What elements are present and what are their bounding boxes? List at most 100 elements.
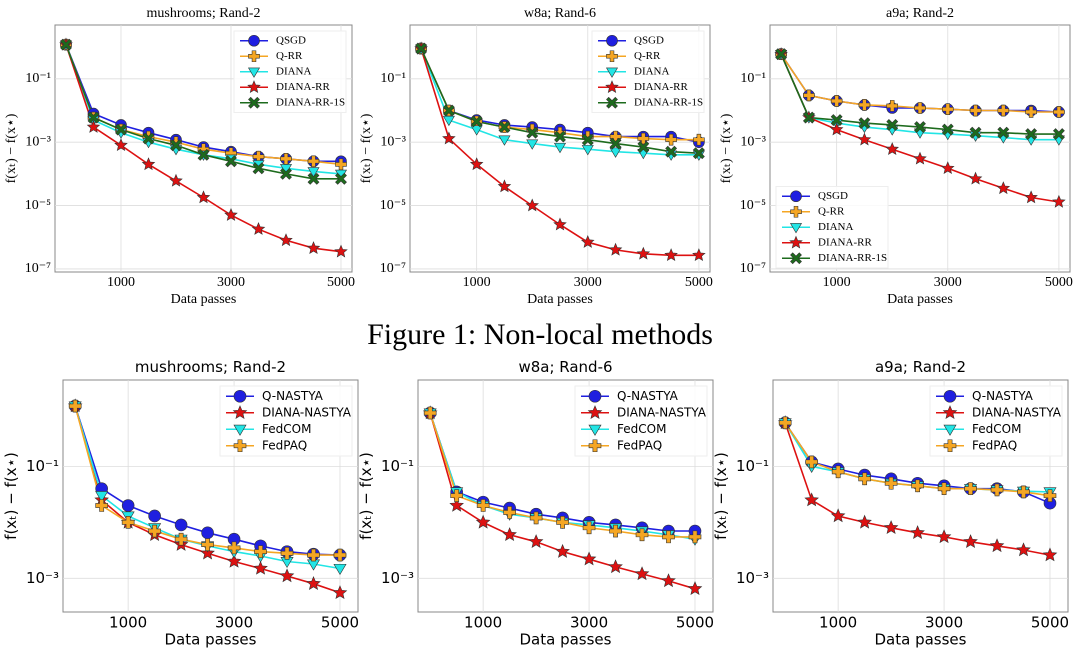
marker: [1052, 194, 1066, 208]
marker: [830, 508, 846, 523]
marker: [306, 576, 321, 590]
marker: [174, 532, 188, 546]
marker: [989, 538, 1005, 553]
marker: [470, 115, 483, 128]
legend-label: DIANA-NASTYA: [617, 405, 707, 419]
marker: [528, 534, 544, 548]
marker: [553, 217, 567, 231]
marker: [662, 530, 675, 544]
legend-label: Q-RR: [634, 50, 661, 62]
marker: [95, 491, 109, 503]
marker: [442, 115, 455, 127]
subplot: 10⁻¹ 10⁻³ 10⁻⁵ 10⁻⁷ 1000 3000 5000 a9a; Rand-2 D…: [719, 6, 1073, 307]
marker: [608, 242, 623, 256]
x-tick-label: 1000: [109, 614, 147, 632]
marker: [307, 167, 320, 178]
marker: [937, 482, 951, 495]
legend-marker: [233, 389, 247, 403]
marker: [148, 509, 161, 523]
marker: [169, 173, 183, 187]
x-tick-label: 3000: [215, 614, 253, 632]
subplot: 10⁻¹ 10⁻³ 10⁻⁵ 10⁻⁷ 1000 3000 5000 w8a; Rand-6 D…: [359, 6, 713, 307]
marker: [201, 526, 214, 540]
legend: Q-NASTYA DIANA-NASTYA FedCOM FedPAQ: [219, 385, 353, 457]
marker: [581, 133, 594, 146]
legend-marker: [790, 252, 802, 265]
marker: [87, 111, 100, 124]
x-tick-label: 5000: [676, 614, 714, 632]
y-tick-label: 10⁻⁵: [380, 198, 406, 213]
marker: [502, 527, 517, 541]
x-tick-label: 5000: [327, 275, 355, 290]
marker: [805, 455, 818, 469]
marker: [555, 543, 570, 558]
marker: [475, 514, 491, 529]
marker: [423, 406, 437, 420]
marker: [335, 172, 347, 185]
marker: [968, 171, 983, 185]
marker: [476, 499, 490, 512]
marker: [830, 95, 843, 107]
marker: [634, 566, 650, 581]
marker: [332, 585, 348, 600]
chart-title: w8a; Rand-6: [518, 358, 612, 376]
marker: [197, 148, 210, 161]
legend-marker: [789, 235, 803, 249]
marker: [1025, 128, 1038, 141]
marker: [688, 530, 702, 544]
marker: [224, 207, 238, 221]
marker: [581, 235, 595, 248]
marker: [665, 133, 677, 146]
marker: [582, 521, 596, 535]
marker: [121, 499, 135, 512]
x-tick-label: 5000: [685, 275, 713, 290]
y-tick-label: 10⁻³: [26, 569, 59, 587]
marker: [525, 198, 539, 212]
marker: [990, 483, 1004, 497]
legend-marker: [588, 424, 602, 436]
marker: [174, 518, 188, 532]
marker: [503, 506, 516, 519]
legend-marker: [606, 50, 618, 63]
legend-marker: [790, 205, 802, 218]
marker: [910, 525, 925, 540]
y-tick-label: 10⁻⁷: [380, 261, 406, 276]
series-layer: [774, 47, 1066, 208]
x-tick-label: 1000: [107, 275, 135, 290]
y-tick-label: 10⁻¹: [25, 71, 51, 86]
marker: [997, 126, 1010, 139]
marker: [831, 465, 845, 479]
marker: [115, 123, 127, 136]
legend-marker: [233, 439, 247, 453]
y-axis-label: f(xₜ) − f(x⋆): [712, 452, 730, 540]
legend-marker: [942, 405, 958, 419]
marker: [333, 548, 347, 562]
marker: [858, 99, 871, 111]
x-tick-label: 1000: [464, 614, 502, 632]
marker: [170, 139, 182, 152]
legend-label: DIANA-RR-1S: [276, 96, 345, 108]
marker: [804, 492, 819, 507]
marker: [692, 147, 705, 160]
marker: [858, 117, 871, 130]
legend-marker: [247, 67, 261, 78]
marker: [665, 145, 678, 158]
marker: [884, 476, 898, 490]
marker: [554, 130, 566, 143]
legend-marker: [606, 34, 618, 47]
y-tick-label: 10⁻³: [25, 134, 51, 149]
y-axis-label: f(xₜ) − f(x⋆): [357, 452, 375, 540]
x-axis-label: Data passes: [171, 292, 237, 307]
marker: [449, 497, 464, 512]
marker: [307, 548, 320, 562]
legend-label: FedPAQ: [617, 438, 662, 452]
marker: [1017, 485, 1030, 499]
marker: [1042, 547, 1058, 562]
legend-label: FedPAQ: [972, 438, 1017, 452]
y-tick-label: 10⁻⁵: [740, 198, 766, 213]
legend: Q-NASTYA DIANA-NASTYA FedCOM FedPAQ: [929, 385, 1063, 457]
marker: [637, 141, 650, 154]
figure-caption: Figure 1: Non-local methods: [367, 318, 713, 351]
marker: [886, 119, 899, 131]
x-tick-label: 3000: [925, 614, 963, 632]
